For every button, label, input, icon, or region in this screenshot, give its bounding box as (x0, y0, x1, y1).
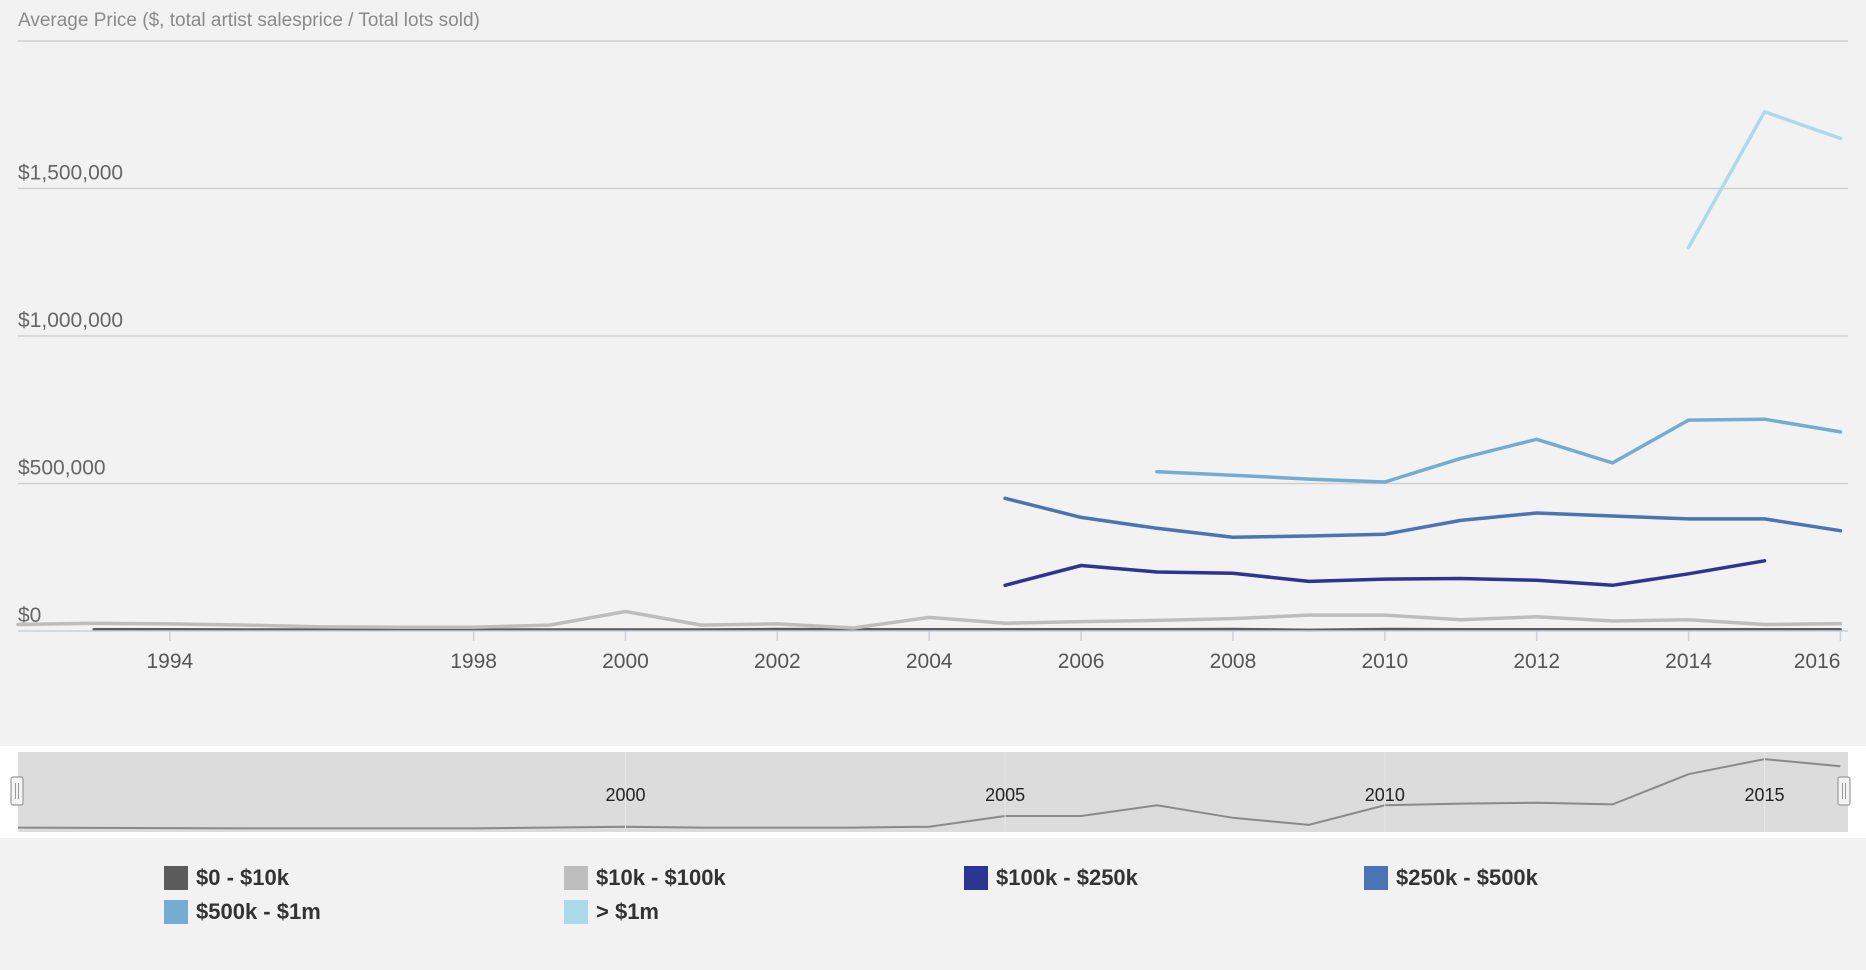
chart-legend: $0 - $10k $10k - $100k $100k - $250k $250k … (0, 855, 1866, 965)
legend-item[interactable]: $10k - $100k (564, 865, 726, 891)
legend-swatch (164, 900, 188, 924)
y-axis-title: Average Price ($, total artist salespric… (18, 10, 480, 31)
navigator-left-handle[interactable] (10, 776, 24, 806)
y-tick-label: $500,000 (18, 457, 106, 480)
legend-swatch (564, 900, 588, 924)
x-tick-label: 2006 (1058, 650, 1105, 673)
legend-swatch (1364, 866, 1388, 890)
y-tick-label: $0 (18, 604, 41, 627)
navigator-background[interactable] (18, 752, 1848, 832)
x-tick-label: 1994 (147, 650, 194, 673)
series-line[interactable] (1155, 417, 1843, 484)
series-line[interactable] (92, 627, 1842, 632)
legend-swatch (164, 866, 188, 890)
series-line[interactable] (16, 609, 1843, 630)
x-tick-label: 2004 (906, 650, 953, 673)
navigator-right-handle[interactable] (1837, 776, 1851, 806)
navigator-tick-label: 2010 (1365, 785, 1405, 805)
navigator-series: 2000 2005 2010 2015 (17, 752, 1841, 832)
x-tick-label: 2014 (1665, 650, 1712, 673)
y-tick-label: $1,000,000 (18, 309, 123, 332)
range-navigator[interactable]: 2000 2005 2010 2015 (0, 746, 1866, 838)
legend-swatch (964, 866, 988, 890)
legend-label: $100k - $250k (996, 865, 1138, 890)
x-tick-label: 2002 (754, 650, 801, 673)
x-tick-label: 2012 (1513, 650, 1560, 673)
series-layer (16, 110, 1843, 632)
navigator-tick-label: 2000 (605, 785, 645, 805)
legend-item[interactable]: $100k - $250k (964, 865, 1138, 891)
x-tick-label: 2010 (1361, 650, 1408, 673)
legend-label: $250k - $500k (1396, 865, 1538, 890)
legend-item[interactable]: $500k - $1m (164, 899, 321, 925)
y-tick-label: $1,500,000 (18, 162, 123, 185)
navigator-tick-label: 2005 (985, 785, 1025, 805)
x-axis: 1994 1998 2000 2002 2004 2006 2008 2010 2012 2014… (18, 630, 1848, 673)
navigator-tick-label: 2015 (1744, 785, 1784, 805)
x-tick-label: 2016 (1794, 650, 1841, 673)
legend-label: $500k - $1m (196, 899, 321, 924)
series-line[interactable] (1686, 110, 1843, 250)
legend-item[interactable]: $0 - $10k (164, 865, 289, 891)
legend-item[interactable]: > $1m (564, 899, 659, 925)
series-line[interactable] (1003, 496, 1843, 539)
x-tick-label: 1998 (450, 650, 497, 673)
legend-label: $0 - $10k (196, 865, 289, 890)
series-line[interactable] (1003, 559, 1767, 588)
legend-item[interactable]: $250k - $500k (1364, 865, 1538, 891)
grid-layer: $0 $500,000 $1,000,000 $1,500,000 (18, 162, 1848, 627)
legend-label: $10k - $100k (596, 865, 726, 890)
x-tick-label: 2000 (602, 650, 649, 673)
chart-svg: Average Price ($, total artist salespric… (0, 10, 1866, 838)
x-tick-label: 2008 (1210, 650, 1257, 673)
legend-label: > $1m (596, 899, 659, 924)
legend-swatch (564, 866, 588, 890)
